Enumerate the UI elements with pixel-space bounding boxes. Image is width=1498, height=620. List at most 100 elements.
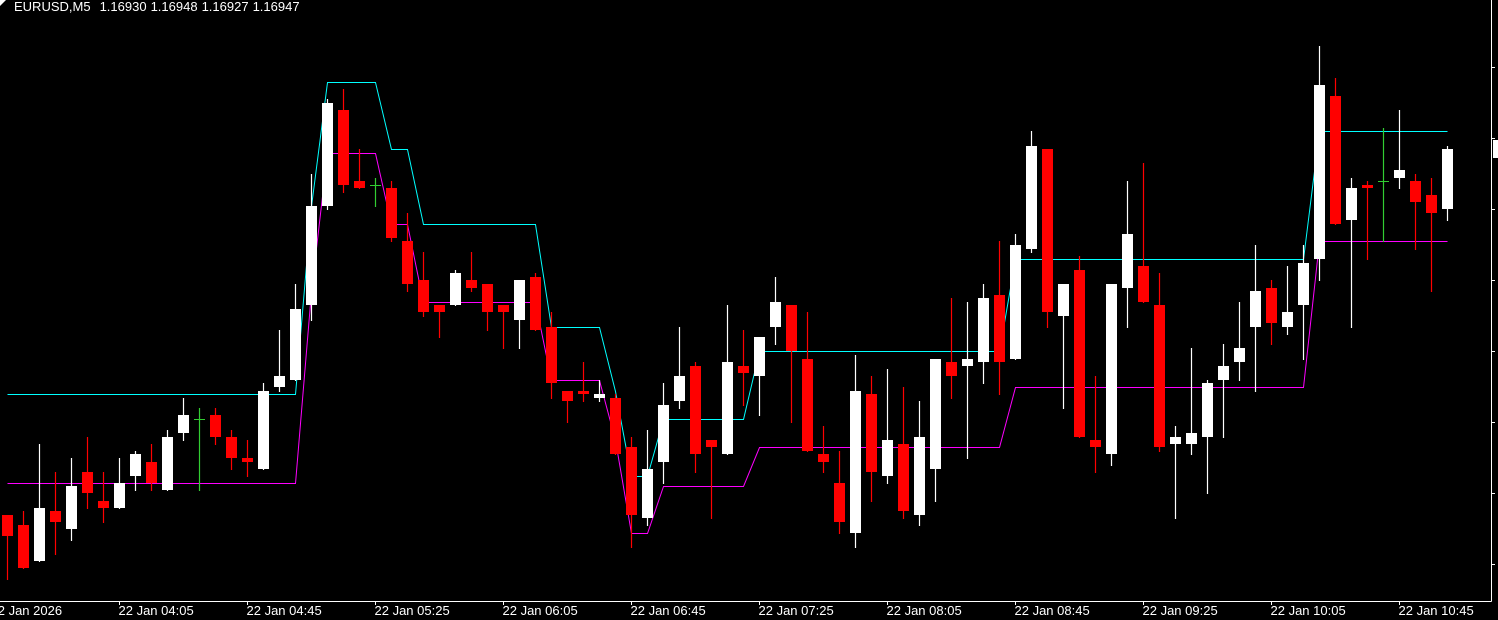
price-axis-ticks (1491, 67, 1495, 565)
candle (546, 312, 557, 399)
time-tick-label: 22 Jan 10:05 (1270, 603, 1346, 618)
candle-body (1154, 305, 1165, 447)
candle (274, 330, 285, 392)
candle (1298, 245, 1309, 360)
candle-body (66, 486, 77, 529)
candle-body (274, 376, 285, 387)
candle (866, 376, 877, 502)
candle-body (466, 280, 477, 288)
candle (1378, 128, 1389, 242)
candle-body (242, 458, 253, 462)
candle (146, 444, 157, 491)
candle (914, 401, 925, 526)
candle (850, 355, 861, 548)
candle-body (1282, 312, 1293, 327)
candle-body (754, 337, 765, 376)
candle (450, 270, 461, 306)
candle (1058, 284, 1069, 409)
candle-body (402, 241, 413, 284)
candle-body (578, 391, 589, 394)
candle (962, 302, 973, 459)
candle (82, 437, 93, 509)
candle-body (1202, 383, 1213, 437)
candle-body (898, 444, 909, 511)
candle (1234, 302, 1245, 381)
candle-body (82, 472, 93, 493)
candle-body (450, 273, 461, 305)
candle (226, 430, 237, 470)
candle (1122, 181, 1133, 328)
candle-body (514, 280, 525, 320)
candle-body (130, 454, 141, 476)
candle (1106, 284, 1117, 466)
candle (722, 305, 733, 455)
candle (1410, 174, 1421, 250)
candle-body (1090, 440, 1101, 447)
candle (514, 280, 525, 349)
candle (2, 515, 13, 580)
candle-body (1170, 437, 1181, 444)
candle-body (978, 298, 989, 362)
time-tick-label: 22 Jan 04:05 (118, 603, 194, 618)
candle (626, 437, 637, 548)
close-price: 1.16947 (252, 0, 300, 14)
time-tick-label: 22 Jan 04:45 (246, 603, 322, 618)
candle (162, 430, 173, 491)
candle-body (562, 391, 573, 401)
candle-body (850, 391, 861, 533)
candle (1346, 178, 1357, 328)
candle (1170, 426, 1181, 519)
time-tick-label: 22 Jan 06:05 (502, 603, 578, 618)
candle-body (674, 376, 685, 401)
candle-body (1362, 185, 1373, 188)
candle-body (834, 483, 845, 522)
candle-body (434, 305, 445, 312)
candle (1362, 181, 1373, 260)
candle (290, 284, 301, 381)
candle-body (2, 515, 13, 536)
candle (418, 252, 429, 317)
time-tick-label: 22 Jan 2026 (0, 603, 63, 618)
candle (306, 174, 317, 321)
candle (818, 426, 829, 473)
candle-body (34, 508, 45, 561)
candle-body (626, 447, 637, 515)
candle (1394, 110, 1405, 189)
candle-body (162, 437, 173, 490)
candle (98, 472, 109, 523)
candle (1186, 348, 1197, 455)
time-tick-label: 22 Jan 07:25 (758, 603, 834, 618)
candle (466, 252, 477, 292)
candle (482, 284, 493, 331)
candle-body (546, 327, 557, 383)
candle (434, 305, 445, 338)
candle (498, 305, 509, 349)
candle (562, 391, 573, 423)
candle-body (866, 394, 877, 472)
candle-body (146, 462, 157, 483)
candle-body (1074, 270, 1085, 437)
candle (114, 458, 125, 509)
candle-body (1442, 149, 1453, 209)
candle-body (1138, 266, 1149, 302)
candle-body (642, 469, 653, 518)
chart-menu-triangle-icon[interactable] (0, 0, 6, 6)
candle-body (594, 394, 605, 398)
candle (1266, 280, 1277, 345)
candle (386, 181, 397, 242)
candle (610, 394, 621, 455)
candle (898, 387, 909, 519)
candle (354, 149, 365, 189)
candle-body (1250, 291, 1261, 327)
candle-body (114, 483, 125, 508)
candle (1138, 163, 1149, 303)
candle-body (1122, 234, 1133, 288)
candle-body (1298, 263, 1309, 305)
candle-body (1106, 284, 1117, 454)
candle (1250, 245, 1261, 392)
candle-body (1330, 96, 1341, 224)
candle-body (1234, 348, 1245, 362)
low-price: 1.16927 (201, 0, 249, 14)
candle-body (258, 391, 269, 469)
